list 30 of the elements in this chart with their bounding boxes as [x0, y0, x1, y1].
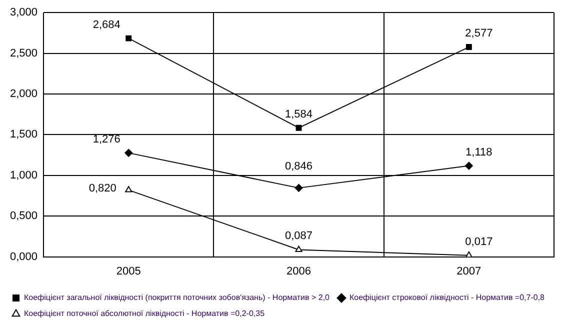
y-tick-label: 0,500: [10, 210, 38, 222]
data-label: 1,118: [466, 146, 492, 158]
point: [126, 35, 132, 42]
y-tick-label: 1,500: [10, 128, 38, 141]
x-tick-label: 2005: [116, 265, 141, 278]
y-tick-label: 0,000: [10, 250, 38, 263]
x-tick-label: 2006: [286, 265, 312, 278]
point: [294, 184, 303, 192]
x-tick-label: 2007: [456, 265, 482, 278]
point: [464, 162, 473, 170]
point: [125, 186, 132, 192]
y-tick-label: 2,000: [10, 88, 38, 100]
point: [466, 44, 472, 50]
data-label: 1,584: [285, 108, 313, 120]
data-label: 2,577: [465, 28, 493, 40]
point: [124, 148, 133, 157]
y-tick-label: 2,500: [10, 47, 38, 60]
data-label: 0,846: [285, 160, 313, 172]
y-tick-label: 1,000: [10, 169, 38, 182]
point: [295, 246, 302, 252]
legend-label: Коефіцієнт строкової ліквідності - Норматив =0,7-0,8: [349, 293, 546, 302]
legend-label: Коефіцієнт загальної ліквідності (покриття поточних зобов'язань) - Норматив > 2,0: [24, 293, 330, 302]
data-label: 2,684: [92, 18, 120, 31]
data-label: 1,276: [92, 133, 120, 146]
y-tick-label: 3,000: [10, 6, 38, 19]
data-label: 0,017: [465, 236, 493, 248]
legend-label: Коефіцієнт поточної абсолютної ліквідності - Норматив =0,2-0,35: [24, 309, 266, 318]
data-label: 0,087: [285, 230, 313, 242]
point: [296, 124, 302, 131]
data-label: 0,820: [88, 182, 116, 195]
